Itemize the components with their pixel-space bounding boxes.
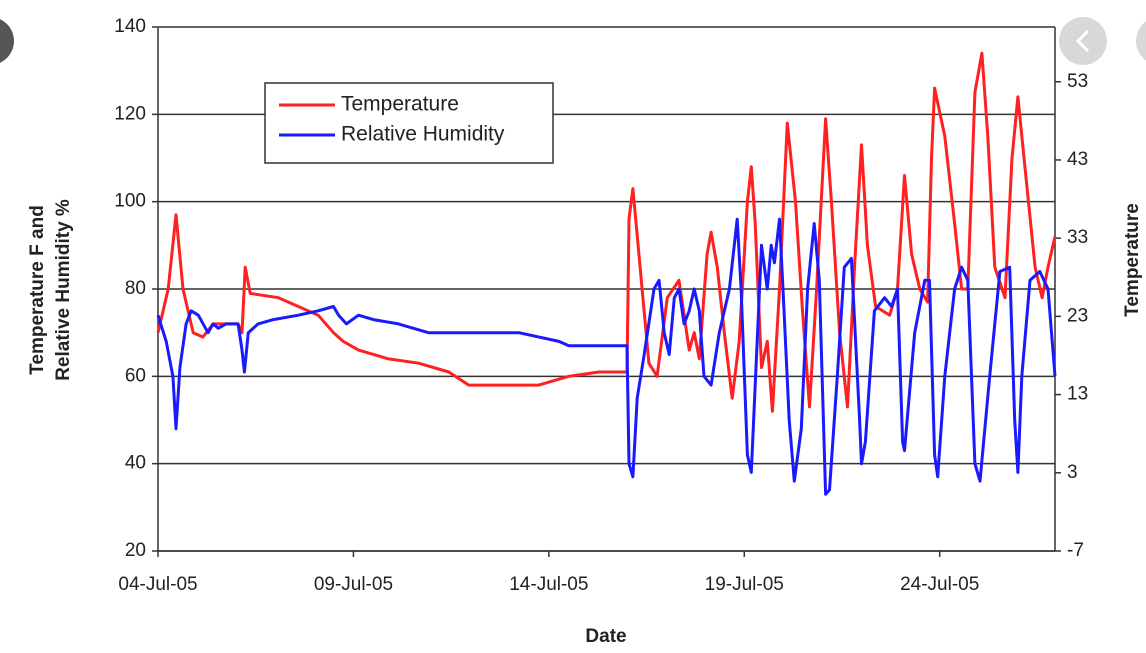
y2-tick-label: 33	[1067, 227, 1088, 248]
y-tick-label: 120	[114, 103, 146, 124]
legend-label: Relative Humidity	[341, 123, 505, 146]
y2-tick-label: 23	[1067, 305, 1088, 326]
side-button[interactable]	[0, 17, 14, 65]
x-tick-label: 19-Jul-05	[705, 574, 784, 595]
x-tick-label: 09-Jul-05	[314, 574, 393, 595]
y2-axis-label: Temperature	[1122, 203, 1143, 317]
y2-tick-label: 53	[1067, 71, 1088, 92]
x-tick-label: 04-Jul-05	[118, 574, 197, 595]
y-tick-label: 60	[125, 365, 146, 386]
prev-button[interactable]	[1059, 17, 1107, 65]
legend-box	[264, 82, 554, 164]
y-tick-label: 40	[125, 453, 146, 474]
y-tick-label: 20	[125, 540, 146, 561]
next-button[interactable]	[1136, 17, 1146, 65]
data-line	[156, 217, 1057, 496]
y-axis-label: Relative Humidity %	[53, 199, 74, 381]
prev-icon	[1075, 29, 1090, 53]
y-tick-label: 100	[114, 191, 146, 212]
x-tick-label: 24-Jul-05	[900, 574, 979, 595]
y2-tick-label: 13	[1067, 384, 1088, 405]
plot-area: 20 40 60 80 100 120 140 -7 3 13 23 33 43 53 04-Jul-05 0…	[114, 16, 1088, 595]
y2-tick-label: -7	[1067, 540, 1084, 561]
x-axis-label: Date	[585, 626, 626, 647]
y-axis-label: Temperature F and	[27, 205, 48, 375]
y-tick-label: 80	[125, 278, 146, 299]
y2-tick-label: 3	[1067, 462, 1078, 483]
y2-tick-label: 43	[1067, 149, 1088, 170]
data-line	[156, 51, 1057, 413]
x-tick-label: 14-Jul-05	[509, 574, 588, 595]
y-tick-label: 140	[114, 16, 146, 37]
legend-label: Temperature	[341, 93, 459, 116]
